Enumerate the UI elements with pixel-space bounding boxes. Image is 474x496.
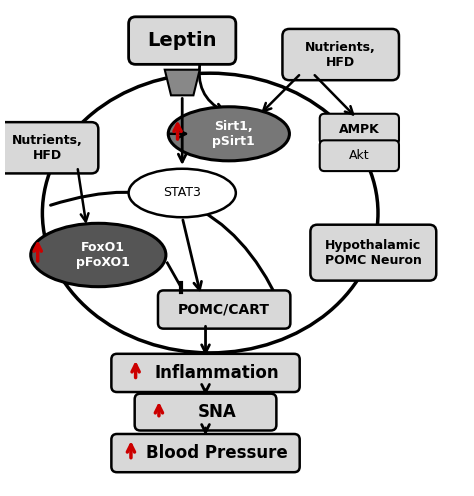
FancyBboxPatch shape [310, 225, 436, 281]
FancyBboxPatch shape [111, 434, 300, 472]
Text: STAT3: STAT3 [163, 186, 201, 199]
Ellipse shape [128, 169, 236, 217]
Text: Nutrients,
HFD: Nutrients, HFD [12, 134, 82, 162]
FancyBboxPatch shape [158, 291, 291, 329]
Ellipse shape [42, 73, 378, 353]
Text: Hypothalamic
POMC Neuron: Hypothalamic POMC Neuron [325, 239, 422, 267]
Polygon shape [165, 70, 200, 95]
FancyBboxPatch shape [128, 17, 236, 64]
FancyBboxPatch shape [135, 394, 276, 431]
FancyBboxPatch shape [283, 29, 399, 80]
Text: Leptin: Leptin [147, 31, 217, 50]
FancyBboxPatch shape [320, 140, 399, 171]
FancyBboxPatch shape [0, 122, 98, 174]
Text: AMPK: AMPK [339, 123, 380, 135]
Text: FoxO1
pFoXO1: FoxO1 pFoXO1 [76, 241, 130, 269]
Text: Blood Pressure: Blood Pressure [146, 444, 288, 462]
Text: Sirt1,
pSirt1: Sirt1, pSirt1 [212, 120, 255, 148]
FancyBboxPatch shape [111, 354, 300, 392]
Text: SNA: SNA [198, 403, 237, 421]
FancyBboxPatch shape [320, 114, 399, 144]
Text: POMC/CART: POMC/CART [178, 303, 270, 316]
Text: Nutrients,
HFD: Nutrients, HFD [305, 41, 376, 68]
Ellipse shape [168, 107, 290, 161]
Text: Inflammation: Inflammation [155, 364, 280, 382]
Ellipse shape [31, 223, 166, 287]
Text: Akt: Akt [349, 149, 370, 162]
